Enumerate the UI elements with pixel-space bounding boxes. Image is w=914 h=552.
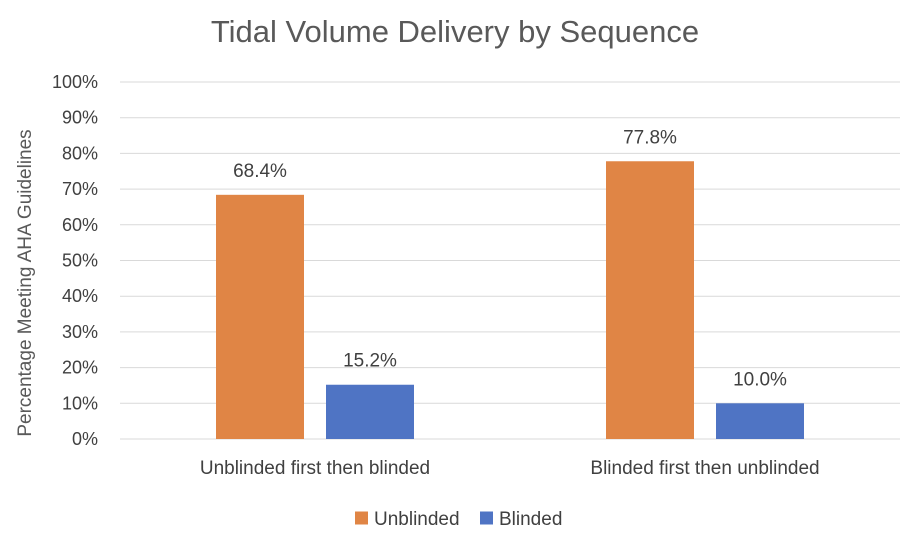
data-label: 15.2% [343,351,397,372]
bar-blinded-1 [326,384,414,439]
y-tick-label: 70% [62,179,98,199]
bar-unblinded-1 [216,194,304,439]
bar-unblinded-2 [606,161,694,439]
y-tick-label: 80% [62,143,98,163]
data-label: 10.0% [733,369,787,390]
legend-label-unblinded: Unblinded [374,509,460,530]
y-tick-label: 30% [62,322,98,342]
y-tick-label: 20% [62,358,98,378]
y-tick-label: 50% [62,251,98,271]
y-tick-label: 40% [62,286,98,306]
y-tick-label: 60% [62,215,98,235]
x-axis-ticks: Unblinded first then blinded Blinded firs… [200,458,820,479]
bar-blinded-2 [716,403,804,439]
y-axis-ticks: 0% 10% 20% 30% 40% 50% 60% 70% 80% 90% 100% [52,72,98,449]
x-tick-label: Unblinded first then blinded [200,458,430,479]
chart-title: Tidal Volume Delivery by Sequence [211,14,699,49]
y-tick-label: 90% [62,108,98,128]
y-axis-label: Percentage Meeting AHA Guidelines [15,129,36,436]
legend-swatch-unblinded [355,511,368,525]
bars [216,161,804,439]
y-tick-label: 10% [62,393,98,413]
legend-swatch-blinded [480,511,493,525]
x-tick-label: Blinded first then unblinded [590,458,819,479]
y-tick-label: 100% [52,72,98,92]
data-label: 77.8% [623,127,677,148]
legend-label-blinded: Blinded [499,509,562,530]
legend: Unblinded Blinded [355,509,562,530]
y-tick-label: 0% [72,429,98,449]
data-labels: 68.4% 15.2% 77.8% 10.0% [233,127,787,390]
data-label: 68.4% [233,161,287,182]
